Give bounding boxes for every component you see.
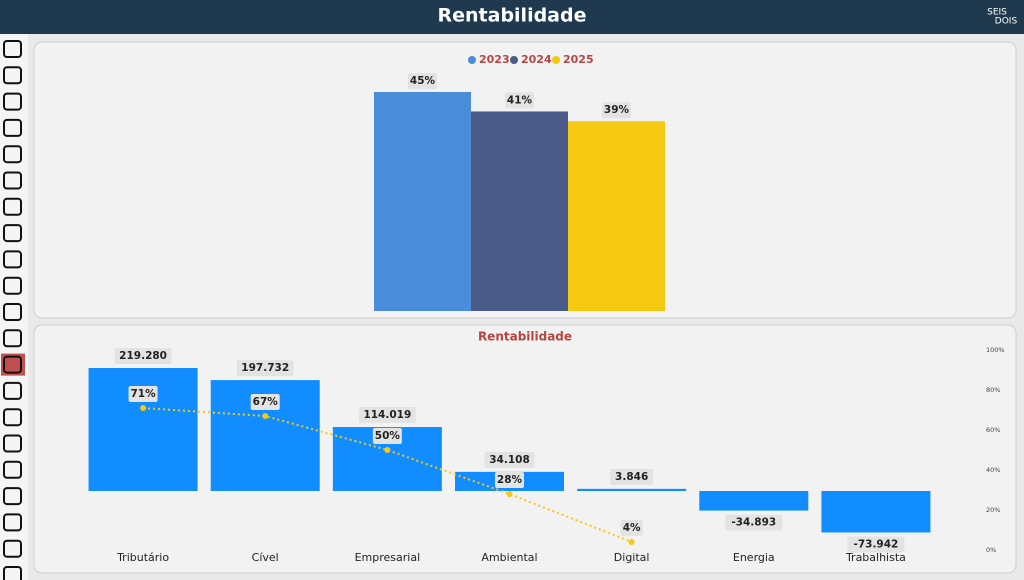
- sidebar-icons: [1, 40, 25, 580]
- point: [384, 447, 391, 453]
- point: [506, 491, 513, 497]
- data-label: 28%: [497, 474, 523, 486]
- bar: [577, 488, 687, 491]
- y2-tick-label: 40%: [986, 466, 1000, 474]
- logo: DOIS: [995, 17, 1018, 27]
- nav-icon[interactable]: [3, 460, 22, 479]
- label-box: [408, 73, 437, 89]
- label-box: [495, 472, 524, 488]
- nav-icon[interactable]: [3, 118, 22, 137]
- data-label: 71%: [131, 388, 157, 400]
- point: [262, 413, 269, 419]
- data-label: 4%: [623, 522, 641, 534]
- nav-icon[interactable]: [3, 381, 22, 400]
- x-tick-label: Ambiental: [481, 551, 537, 564]
- bar: [699, 491, 809, 511]
- label-box: [236, 360, 294, 377]
- label-box: [847, 536, 905, 553]
- label-box: [620, 520, 643, 536]
- data-label: 41%: [507, 94, 533, 106]
- legend-label: 2023: [479, 53, 510, 66]
- header-title: Rentabilidade: [438, 5, 587, 27]
- x-tick-label: Cível: [252, 551, 279, 564]
- nav-icon[interactable]: [3, 408, 22, 427]
- nav-icon[interactable]: [3, 276, 22, 295]
- label-box: [128, 386, 158, 402]
- x-tick-label: Tributário: [116, 551, 169, 564]
- data-label: 50%: [375, 430, 401, 442]
- y2-tick-label: 80%: [986, 386, 1000, 394]
- nav-icon[interactable]: [3, 250, 22, 269]
- legend-swatch: [510, 56, 518, 64]
- legend-label: 2025: [563, 53, 594, 66]
- label-box: [358, 407, 416, 424]
- data-label: 197.732: [241, 362, 289, 374]
- line: [143, 407, 633, 543]
- label-box: [610, 468, 654, 485]
- nav-icon[interactable]: [3, 434, 22, 453]
- data-label: -73.942: [853, 538, 898, 550]
- nav-icon[interactable]: [3, 539, 22, 558]
- nav-icon[interactable]: [3, 197, 22, 216]
- label-box: [505, 92, 534, 109]
- x-tick-label: Digital: [614, 551, 650, 564]
- x-tick-label: Energia: [733, 551, 775, 564]
- header-bar: [0, 0, 1024, 34]
- bar: [374, 92, 471, 311]
- nav-icon[interactable]: [3, 224, 22, 243]
- nav-icon[interactable]: [3, 355, 22, 374]
- point: [140, 405, 147, 411]
- label-box: [725, 514, 783, 531]
- label-box: [372, 428, 402, 444]
- nav-icon[interactable]: [3, 566, 22, 580]
- y2-tick-label: 0%: [986, 546, 996, 554]
- legend-label: 2024: [521, 53, 552, 66]
- logo: SEIS: [987, 8, 1007, 18]
- data-label: 45%: [410, 75, 436, 87]
- legend-swatch: [552, 56, 560, 64]
- label-box: [114, 348, 172, 364]
- icon-highlight: [1, 353, 25, 376]
- point: [628, 539, 635, 545]
- y2-tick-label: 60%: [986, 426, 1000, 434]
- y2-tick-label: 20%: [986, 506, 1000, 514]
- data-label: 219.280: [119, 350, 167, 362]
- bar: [821, 491, 931, 533]
- x-tick-label: Trabalhista: [845, 551, 906, 564]
- data-label: 39%: [604, 104, 630, 116]
- nav-icon[interactable]: [3, 66, 22, 85]
- nav-icon[interactable]: [3, 329, 22, 348]
- data-label: 3.846: [615, 471, 648, 483]
- x-tick-label: Empresarial: [355, 551, 421, 564]
- nav-icon[interactable]: [3, 40, 22, 58]
- data-label: 67%: [253, 396, 279, 408]
- nav-icon[interactable]: [3, 92, 22, 111]
- nav-icon[interactable]: [3, 487, 22, 506]
- nav-icon[interactable]: [3, 303, 22, 321]
- nav-icon[interactable]: [3, 513, 22, 532]
- nav-icon[interactable]: [3, 171, 22, 190]
- bar: [568, 121, 665, 311]
- label-box: [250, 394, 280, 410]
- nav-icon[interactable]: [3, 145, 22, 164]
- label-box: [484, 451, 535, 468]
- chart-title: Rentabilidade: [478, 330, 572, 344]
- data-label: 34.108: [489, 454, 530, 466]
- legend-swatch: [468, 56, 476, 64]
- y2-tick-label: 100%: [986, 346, 1005, 354]
- label-box: [602, 102, 631, 119]
- data-label: -34.893: [731, 517, 776, 529]
- data-label: 114.019: [363, 409, 411, 421]
- bar: [471, 111, 568, 311]
